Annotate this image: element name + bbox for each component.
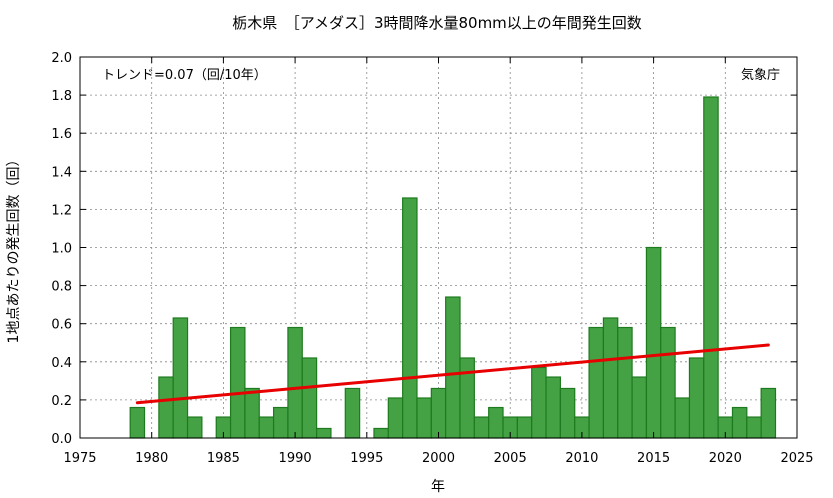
bar bbox=[258, 416, 275, 439]
x-tick-label: 2005 bbox=[494, 451, 527, 466]
x-tick-label: 2025 bbox=[780, 451, 813, 466]
bar bbox=[445, 296, 461, 439]
bar bbox=[488, 406, 504, 439]
x-tick-label: 1975 bbox=[63, 451, 96, 466]
y-tick-label: 0.8 bbox=[51, 280, 72, 295]
bar bbox=[631, 376, 648, 439]
x-tick-label: 1990 bbox=[279, 451, 312, 466]
axis-ticks: 0.0 0.2 0.4 0.6 0.8 1.0 1.2 1.4 1.6 1.8 2.0 1975 198… bbox=[51, 51, 813, 466]
bar bbox=[287, 326, 303, 439]
bar bbox=[674, 397, 691, 439]
bar bbox=[416, 397, 432, 439]
x-tick-label: 2000 bbox=[422, 451, 455, 466]
bar bbox=[531, 366, 547, 439]
y-tick-label: 0.0 bbox=[51, 432, 72, 447]
y-tick-label: 1.4 bbox=[51, 165, 72, 180]
bar bbox=[172, 317, 189, 439]
bar bbox=[373, 427, 389, 439]
bar bbox=[559, 387, 576, 439]
bar bbox=[602, 317, 619, 439]
x-tick-label: 2015 bbox=[637, 451, 670, 466]
trend-annotation: トレンド=0.07（回/10年） bbox=[102, 68, 267, 83]
bar bbox=[229, 326, 246, 439]
bar bbox=[186, 416, 203, 439]
bar bbox=[731, 406, 748, 439]
bar bbox=[545, 376, 561, 439]
bar bbox=[617, 326, 633, 439]
y-tick-label: 0.6 bbox=[51, 318, 72, 333]
x-tick-label: 1980 bbox=[135, 451, 168, 466]
source-label: 気象庁 bbox=[741, 67, 780, 83]
bar bbox=[760, 387, 777, 439]
x-tick-label: 2020 bbox=[709, 451, 742, 466]
bar bbox=[272, 406, 289, 439]
bar bbox=[158, 376, 174, 439]
x-tick-label: 1995 bbox=[350, 451, 383, 466]
bar bbox=[459, 357, 475, 439]
bar bbox=[645, 246, 662, 439]
bar bbox=[387, 397, 404, 439]
bar bbox=[703, 96, 719, 439]
bar bbox=[430, 387, 447, 439]
y-tick-label: 1.2 bbox=[51, 203, 72, 218]
bar bbox=[301, 357, 318, 439]
bar bbox=[688, 357, 705, 439]
bar bbox=[244, 387, 260, 439]
bar bbox=[588, 326, 605, 439]
bar bbox=[473, 416, 490, 439]
y-tick-label: 0.2 bbox=[51, 394, 72, 409]
y-tick-label: 1.0 bbox=[51, 242, 72, 257]
bar bbox=[660, 326, 676, 439]
x-tick-label: 1985 bbox=[207, 451, 240, 466]
bar bbox=[344, 387, 361, 439]
bar bbox=[129, 406, 146, 439]
x-tick-label: 2010 bbox=[565, 451, 598, 466]
bar bbox=[316, 427, 332, 439]
y-tick-label: 1.6 bbox=[51, 127, 72, 142]
chart-title: 栃木県 ［アメダス］3時間降水量80mm以上の年間発生回数 bbox=[232, 14, 642, 32]
bar bbox=[402, 197, 418, 439]
bars bbox=[129, 96, 777, 439]
y-tick-label: 2.0 bbox=[51, 51, 72, 66]
x-axis-title: 年 bbox=[431, 479, 445, 495]
bar bbox=[746, 416, 762, 439]
y-axis-title: 1地点あたりの発生回数（回） bbox=[6, 153, 22, 344]
bar bbox=[516, 416, 533, 439]
y-tick-label: 1.8 bbox=[51, 89, 72, 104]
trend-line bbox=[135, 343, 770, 405]
y-tick-label: 0.4 bbox=[51, 356, 72, 371]
